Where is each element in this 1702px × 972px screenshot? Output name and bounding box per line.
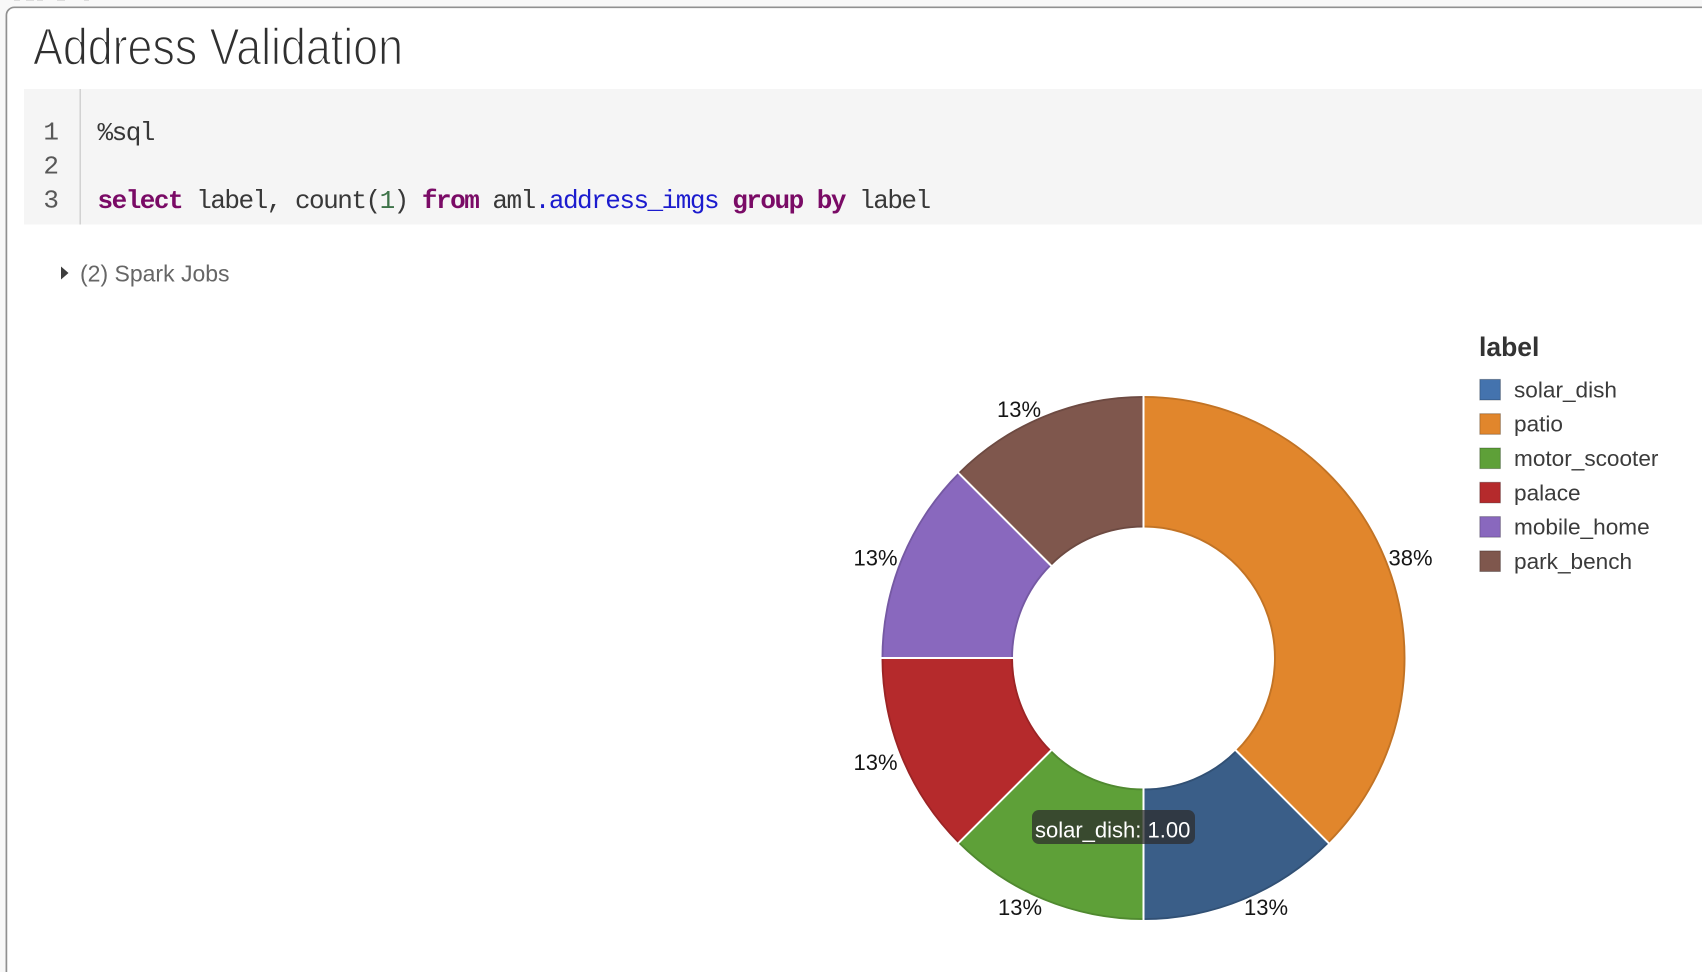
svg-text:select label, count(1) from am: select label, count(1) from aml.address_… (98, 186, 931, 216)
svg-text:mobile_home: mobile_home (1514, 515, 1650, 540)
svg-text:park_bench: park_bench (1514, 549, 1632, 574)
svg-text:1: 1 (43, 118, 59, 148)
svg-text:motor_scooter: motor_scooter (1514, 446, 1659, 471)
svg-text:38%: 38% (1389, 546, 1433, 571)
svg-text:13%: 13% (997, 397, 1041, 422)
svg-text:label: label (1479, 332, 1539, 362)
svg-text:13%: 13% (998, 895, 1042, 920)
svg-text:solar_dish: 1.00: solar_dish: 1.00 (1035, 818, 1190, 843)
svg-text:13%: 13% (1244, 895, 1288, 920)
svg-text:palace: palace (1514, 480, 1581, 505)
svg-text:3: 3 (43, 186, 59, 216)
svg-text:13%: 13% (854, 546, 898, 571)
svg-text:13%: 13% (854, 750, 898, 775)
svg-text:solar_dish: solar_dish (1514, 377, 1617, 402)
svg-text:patio: patio (1514, 412, 1563, 437)
svg-text:%sql: %sql (98, 118, 155, 148)
svg-text:2: 2 (43, 152, 59, 182)
svg-text:Address Validation: Address Validation (33, 18, 403, 76)
svg-text:(2) Spark Jobs: (2) Spark Jobs (80, 261, 230, 287)
